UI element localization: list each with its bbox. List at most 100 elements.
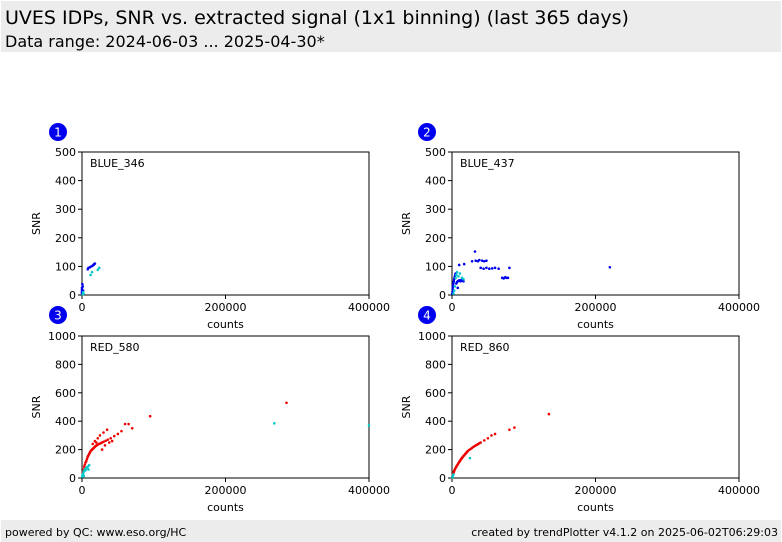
page-title: UVES IDPs, SNR vs. extracted signal (1x1…: [5, 7, 629, 29]
data-point: [508, 428, 511, 432]
data-point: [104, 439, 107, 443]
data-point: [93, 262, 97, 265]
data-point: [109, 436, 112, 440]
data-point: [82, 474, 86, 478]
data-point: [493, 266, 497, 270]
data-point: [116, 432, 120, 436]
y-tick-label: 100: [55, 260, 76, 273]
series-label: BLUE_346: [90, 157, 145, 170]
data-point: [81, 282, 84, 286]
panel-number-badge: [49, 306, 67, 324]
data-point: [84, 468, 87, 472]
panel-number: 2: [423, 126, 431, 140]
y-tick-label: 400: [425, 175, 446, 188]
x-tick-label: 200000: [205, 301, 247, 314]
data-point: [85, 459, 88, 463]
data-point: [453, 285, 457, 288]
data-point: [452, 292, 455, 295]
y-tick-label: 400: [55, 415, 76, 428]
data-point: [452, 473, 455, 476]
y-axis-label: SNR: [400, 395, 413, 418]
y-tick-label: 600: [55, 387, 76, 400]
data-point: [285, 401, 288, 405]
x-tick-label: 0: [79, 484, 86, 497]
panel-number-badge: [418, 123, 436, 141]
chart-panel-4: 0 200000 400000 0 200 400 600 800 1000 counts SNR R…: [400, 306, 760, 514]
data-point: [81, 285, 85, 288]
data-point: [452, 289, 456, 293]
data-point: [107, 441, 111, 444]
data-point: [608, 265, 612, 269]
data-point: [473, 250, 477, 253]
data-point: [462, 262, 466, 266]
data-point: [83, 463, 87, 466]
data-point: [479, 441, 483, 444]
panel-number-badge: [418, 306, 436, 324]
data-point: [485, 259, 488, 262]
y-tick-label: 800: [425, 358, 446, 371]
header-bar: UVES IDPs, SNR vs. extracted signal (1x1…: [1, 1, 781, 52]
data-point: [468, 456, 472, 460]
y-axis-label: SNR: [400, 212, 413, 235]
y-tick-label: 400: [425, 415, 446, 428]
data-point: [102, 440, 105, 444]
panel-number: 1: [54, 126, 62, 140]
data-point: [493, 432, 497, 436]
data-point: [97, 266, 101, 270]
data-point: [547, 412, 551, 416]
data-point: [482, 267, 485, 270]
data-point: [90, 270, 94, 274]
data-point: [486, 436, 490, 440]
x-tick-label: 200000: [205, 484, 247, 497]
y-tick-label: 1000: [418, 330, 446, 343]
data-point: [102, 431, 105, 434]
footer-credit: powered by QC: www.eso.org/HC: [5, 526, 187, 539]
series-label: BLUE_437: [460, 157, 515, 170]
data-point: [488, 267, 491, 270]
plot-frame: [81, 151, 370, 296]
page-subtitle: Data range: 2024-06-03 ... 2025-04-30*: [5, 32, 325, 51]
y-tick-label: 600: [425, 387, 446, 400]
data-point: [452, 279, 456, 283]
y-tick-label: 500: [425, 146, 446, 159]
data-point: [482, 439, 486, 442]
plot-frame: [81, 335, 370, 479]
data-point: [93, 439, 97, 443]
x-tick-label: 400000: [718, 484, 760, 497]
data-point: [513, 426, 516, 429]
data-point: [458, 272, 462, 275]
data-point: [272, 422, 276, 425]
data-point: [103, 444, 107, 447]
data-point: [462, 279, 465, 283]
x-tick-label: 200000: [575, 484, 617, 497]
x-axis-label: counts: [577, 501, 614, 514]
data-point: [490, 434, 493, 437]
x-axis-label: counts: [577, 318, 614, 331]
data-point: [98, 434, 102, 437]
data-point: [457, 275, 460, 278]
footer-generator: created by trendPlotter v4.1.2 on 2025-0…: [471, 526, 778, 539]
x-tick-label: 400000: [348, 484, 390, 497]
data-point: [96, 268, 100, 272]
y-tick-label: 100: [425, 260, 446, 273]
panel-number-badge: [49, 123, 67, 141]
y-tick-label: 200: [425, 444, 446, 457]
data-point: [485, 266, 488, 270]
data-point: [477, 258, 481, 262]
x-tick-label: 0: [79, 301, 86, 314]
y-tick-label: 0: [439, 289, 446, 302]
data-point: [451, 285, 455, 289]
data-point: [127, 422, 130, 426]
data-point: [96, 436, 100, 440]
data-point: [91, 442, 95, 446]
data-point: [451, 283, 455, 287]
data-point: [123, 422, 127, 426]
data-point: [497, 267, 500, 270]
data-point: [490, 267, 494, 270]
data-point: [112, 434, 116, 438]
y-tick-label: 1000: [48, 330, 76, 343]
data-point: [82, 465, 86, 468]
x-tick-label: 400000: [348, 301, 390, 314]
data-point: [506, 276, 510, 280]
y-axis-label: SNR: [30, 395, 43, 418]
